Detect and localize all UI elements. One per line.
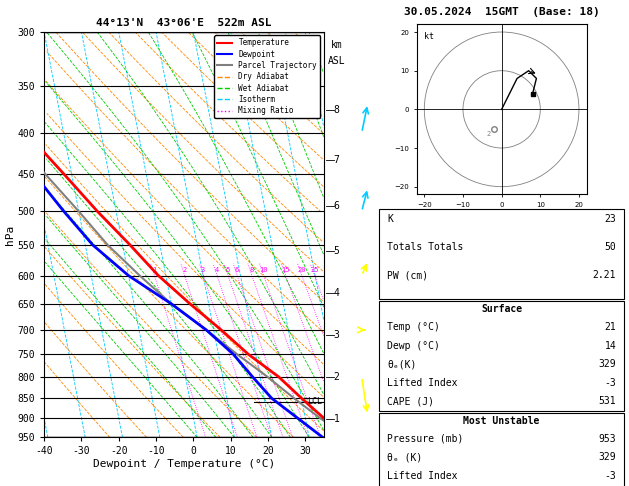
Text: 20: 20: [298, 267, 306, 273]
Text: ASL: ASL: [328, 56, 345, 66]
Text: 130: 130: [599, 415, 616, 425]
Text: 25: 25: [310, 267, 319, 273]
Text: 2: 2: [486, 131, 491, 138]
Text: 2: 2: [333, 372, 340, 382]
Text: kt: kt: [425, 32, 434, 41]
Text: -3: -3: [604, 378, 616, 388]
Text: Most Unstable: Most Unstable: [464, 416, 540, 426]
Text: Temp (°C): Temp (°C): [387, 322, 440, 332]
Text: Dewp (°C): Dewp (°C): [387, 341, 440, 351]
Text: 2: 2: [182, 267, 187, 273]
Text: 2.21: 2.21: [593, 270, 616, 280]
Text: 6: 6: [333, 202, 340, 211]
Text: 6: 6: [235, 267, 239, 273]
Text: 3: 3: [333, 330, 340, 340]
Text: km: km: [331, 40, 342, 50]
Text: 23: 23: [604, 214, 616, 224]
Text: Lifted Index: Lifted Index: [387, 471, 457, 481]
Text: 7: 7: [333, 155, 340, 165]
Text: 531: 531: [599, 396, 616, 406]
Text: 1: 1: [152, 267, 157, 273]
Text: CIN (J): CIN (J): [387, 415, 428, 425]
Text: 4: 4: [214, 267, 219, 273]
Text: 329: 329: [599, 359, 616, 369]
Text: 5: 5: [333, 246, 340, 256]
Text: CAPE (J): CAPE (J): [387, 396, 434, 406]
Text: Lifted Index: Lifted Index: [387, 378, 457, 388]
Text: 1: 1: [333, 414, 340, 424]
Text: K: K: [387, 214, 393, 224]
Text: 8: 8: [333, 105, 340, 115]
Text: 15: 15: [281, 267, 290, 273]
Text: 21: 21: [604, 322, 616, 332]
Text: -3: -3: [604, 471, 616, 481]
Text: Totals Totals: Totals Totals: [387, 242, 464, 252]
Bar: [379, 209, 624, 299]
Text: 953: 953: [599, 434, 616, 444]
Text: 10: 10: [259, 267, 268, 273]
Title: 44°13'N  43°06'E  522m ASL: 44°13'N 43°06'E 522m ASL: [96, 18, 272, 28]
Y-axis label: hPa: hPa: [4, 225, 14, 244]
Text: θₑ (K): θₑ (K): [387, 452, 422, 463]
X-axis label: Dewpoint / Temperature (°C): Dewpoint / Temperature (°C): [93, 459, 275, 469]
Text: Surface: Surface: [481, 304, 522, 314]
Text: 50: 50: [604, 242, 616, 252]
Text: 14: 14: [604, 341, 616, 351]
Legend: Temperature, Dewpoint, Parcel Trajectory, Dry Adiabat, Wet Adiabat, Isotherm, Mi: Temperature, Dewpoint, Parcel Trajectory…: [214, 35, 320, 118]
Bar: [379, 301, 624, 411]
Text: 329: 329: [599, 452, 616, 463]
Bar: [379, 413, 624, 486]
Text: 8: 8: [250, 267, 254, 273]
Text: 3: 3: [201, 267, 205, 273]
Text: 4: 4: [333, 288, 340, 298]
Text: Pressure (mb): Pressure (mb): [387, 434, 464, 444]
Text: 5: 5: [226, 267, 230, 273]
Text: 30.05.2024  15GMT  (Base: 18): 30.05.2024 15GMT (Base: 18): [404, 7, 599, 17]
Text: PW (cm): PW (cm): [387, 270, 428, 280]
Text: θₑ(K): θₑ(K): [387, 359, 416, 369]
Text: LCL: LCL: [307, 397, 322, 406]
